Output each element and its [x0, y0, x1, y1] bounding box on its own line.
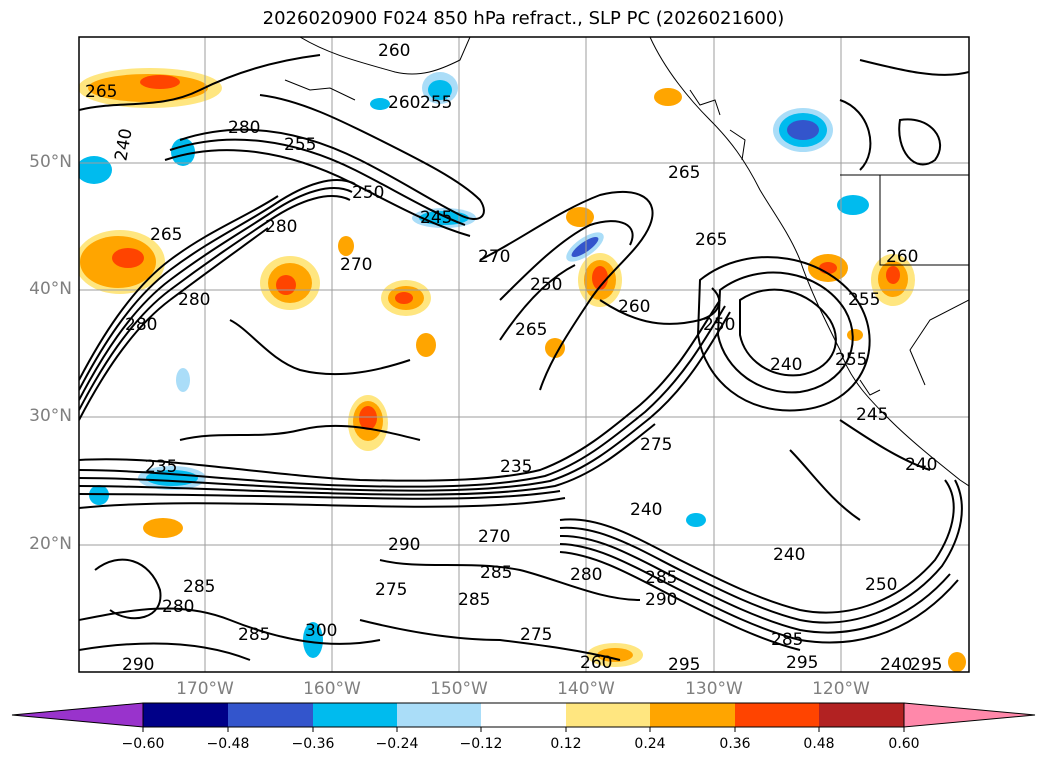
colorbar-tick-label: 0.12 [550, 736, 582, 752]
contour-label: 280 [162, 597, 194, 617]
contour-label: 270 [340, 255, 372, 275]
colorbar-tick-label: −0.36 [291, 736, 335, 752]
contour-label: 290 [645, 590, 677, 610]
contour-label: 265 [515, 320, 547, 340]
contour-label: 285 [458, 590, 490, 610]
colorbar-segment [735, 703, 819, 727]
colorbar-tick-label: 0.60 [888, 736, 920, 752]
contour-label: 255 [420, 93, 452, 113]
colorbar-extend-max [903, 702, 1036, 728]
contour-label: 275 [375, 580, 407, 600]
colorbar-segment [228, 703, 313, 727]
contour-label: 250 [352, 183, 384, 203]
colorbar-segment [650, 703, 735, 727]
lon-label-140w: 140°W [557, 679, 615, 699]
graticule [79, 37, 969, 672]
contour-label: 240 [880, 655, 912, 675]
lon-label-160w: 160°W [303, 679, 361, 699]
lat-label-20n: 20°N [29, 534, 72, 554]
contour-label: 265 [150, 225, 182, 245]
colorbar-tick-label: −0.60 [121, 736, 165, 752]
contour-label: 260 [886, 247, 918, 267]
contour-label: 275 [640, 435, 672, 455]
contour-label: 260 [378, 41, 410, 61]
contour-label: 280 [570, 565, 602, 585]
contour-label: 260 [580, 653, 612, 673]
lon-label-150w: 150°W [430, 679, 488, 699]
map-area: 265 240 280 255 250 245 255 260 260 280 … [79, 37, 969, 675]
contour-label: 290 [388, 535, 420, 555]
contour-label: 250 [530, 275, 562, 295]
contour-line [79, 195, 351, 411]
contour-label: 235 [500, 457, 532, 477]
contour-label: 295 [910, 655, 942, 675]
contour-line [79, 299, 721, 482]
contour-label: 285 [771, 630, 803, 650]
chart-title: 2026020900 F024 850 hPa refract., SLP PC… [262, 8, 785, 29]
colorbar-tick-label: 0.48 [803, 736, 835, 752]
contour-label: 295 [786, 653, 818, 673]
contour-label: 290 [122, 655, 154, 675]
colorbar-segment [143, 703, 228, 727]
contour-label: 245 [856, 405, 888, 425]
contour-label: 285 [480, 563, 512, 583]
contour-label: 280 [178, 290, 210, 310]
lon-label-170w: 170°W [176, 679, 234, 699]
contour-labels: 265 240 280 255 250 245 255 260 260 280 … [85, 41, 942, 675]
contour-label: 295 [668, 655, 700, 675]
contour-lines [79, 54, 969, 661]
colorbar-tick-label: −0.24 [375, 736, 419, 752]
lon-label-120w: 120°W [812, 679, 870, 699]
contour-label: 240 [770, 355, 802, 375]
colorbar-tick-label: 0.36 [719, 736, 751, 752]
colorbar-segment [481, 703, 566, 727]
contour-label: 265 [85, 82, 117, 102]
contour-label: 255 [835, 350, 867, 370]
contour-label: 250 [865, 575, 897, 595]
colorbar-tick-label: 0.24 [634, 736, 666, 752]
contour-label: 250 [703, 315, 735, 335]
coastlines [284, 37, 969, 487]
lat-label-30n: 30°N [29, 406, 72, 426]
contour-label: 255 [284, 135, 316, 155]
contour-label: 270 [478, 247, 510, 267]
colorbar-tick-label: −0.12 [459, 736, 503, 752]
map-frame [78, 36, 970, 673]
contour-label: 285 [183, 577, 215, 597]
lon-label-130w: 130°W [685, 679, 743, 699]
colorbar-segment [819, 703, 904, 727]
contour-label: 245 [420, 208, 452, 228]
colorbar-segment [566, 703, 650, 727]
contour-label: 260 [618, 297, 650, 317]
contour-label: 280 [125, 315, 157, 335]
contour-label: 275 [520, 625, 552, 645]
contour-label: 235 [145, 457, 177, 477]
contour-label: 240 [773, 545, 805, 565]
lat-label-40n: 40°N [29, 279, 72, 299]
anomaly-patches [79, 68, 966, 672]
contour-label: 240 [905, 455, 937, 475]
anomaly-patch [79, 156, 112, 184]
colorbar-extend-min [11, 702, 144, 728]
colorbar-segment [397, 703, 481, 727]
colorbar-segment [313, 703, 397, 727]
contour-label: 300 [305, 621, 337, 641]
contour-label: 270 [478, 527, 510, 547]
contour-label: 260 [388, 93, 420, 113]
contour-label: 280 [265, 217, 297, 237]
contour-label: 255 [848, 290, 880, 310]
colorbar-tick-label: −0.48 [206, 736, 250, 752]
contour-label: 285 [645, 568, 677, 588]
contour-label: 285 [238, 625, 270, 645]
contour-label: 240 [630, 500, 662, 520]
colorbar [11, 702, 1036, 732]
lat-label-50n: 50°N [29, 152, 72, 172]
contour-label: 265 [668, 163, 700, 183]
contour-label: 265 [695, 230, 727, 250]
contour-label: 280 [228, 118, 260, 138]
